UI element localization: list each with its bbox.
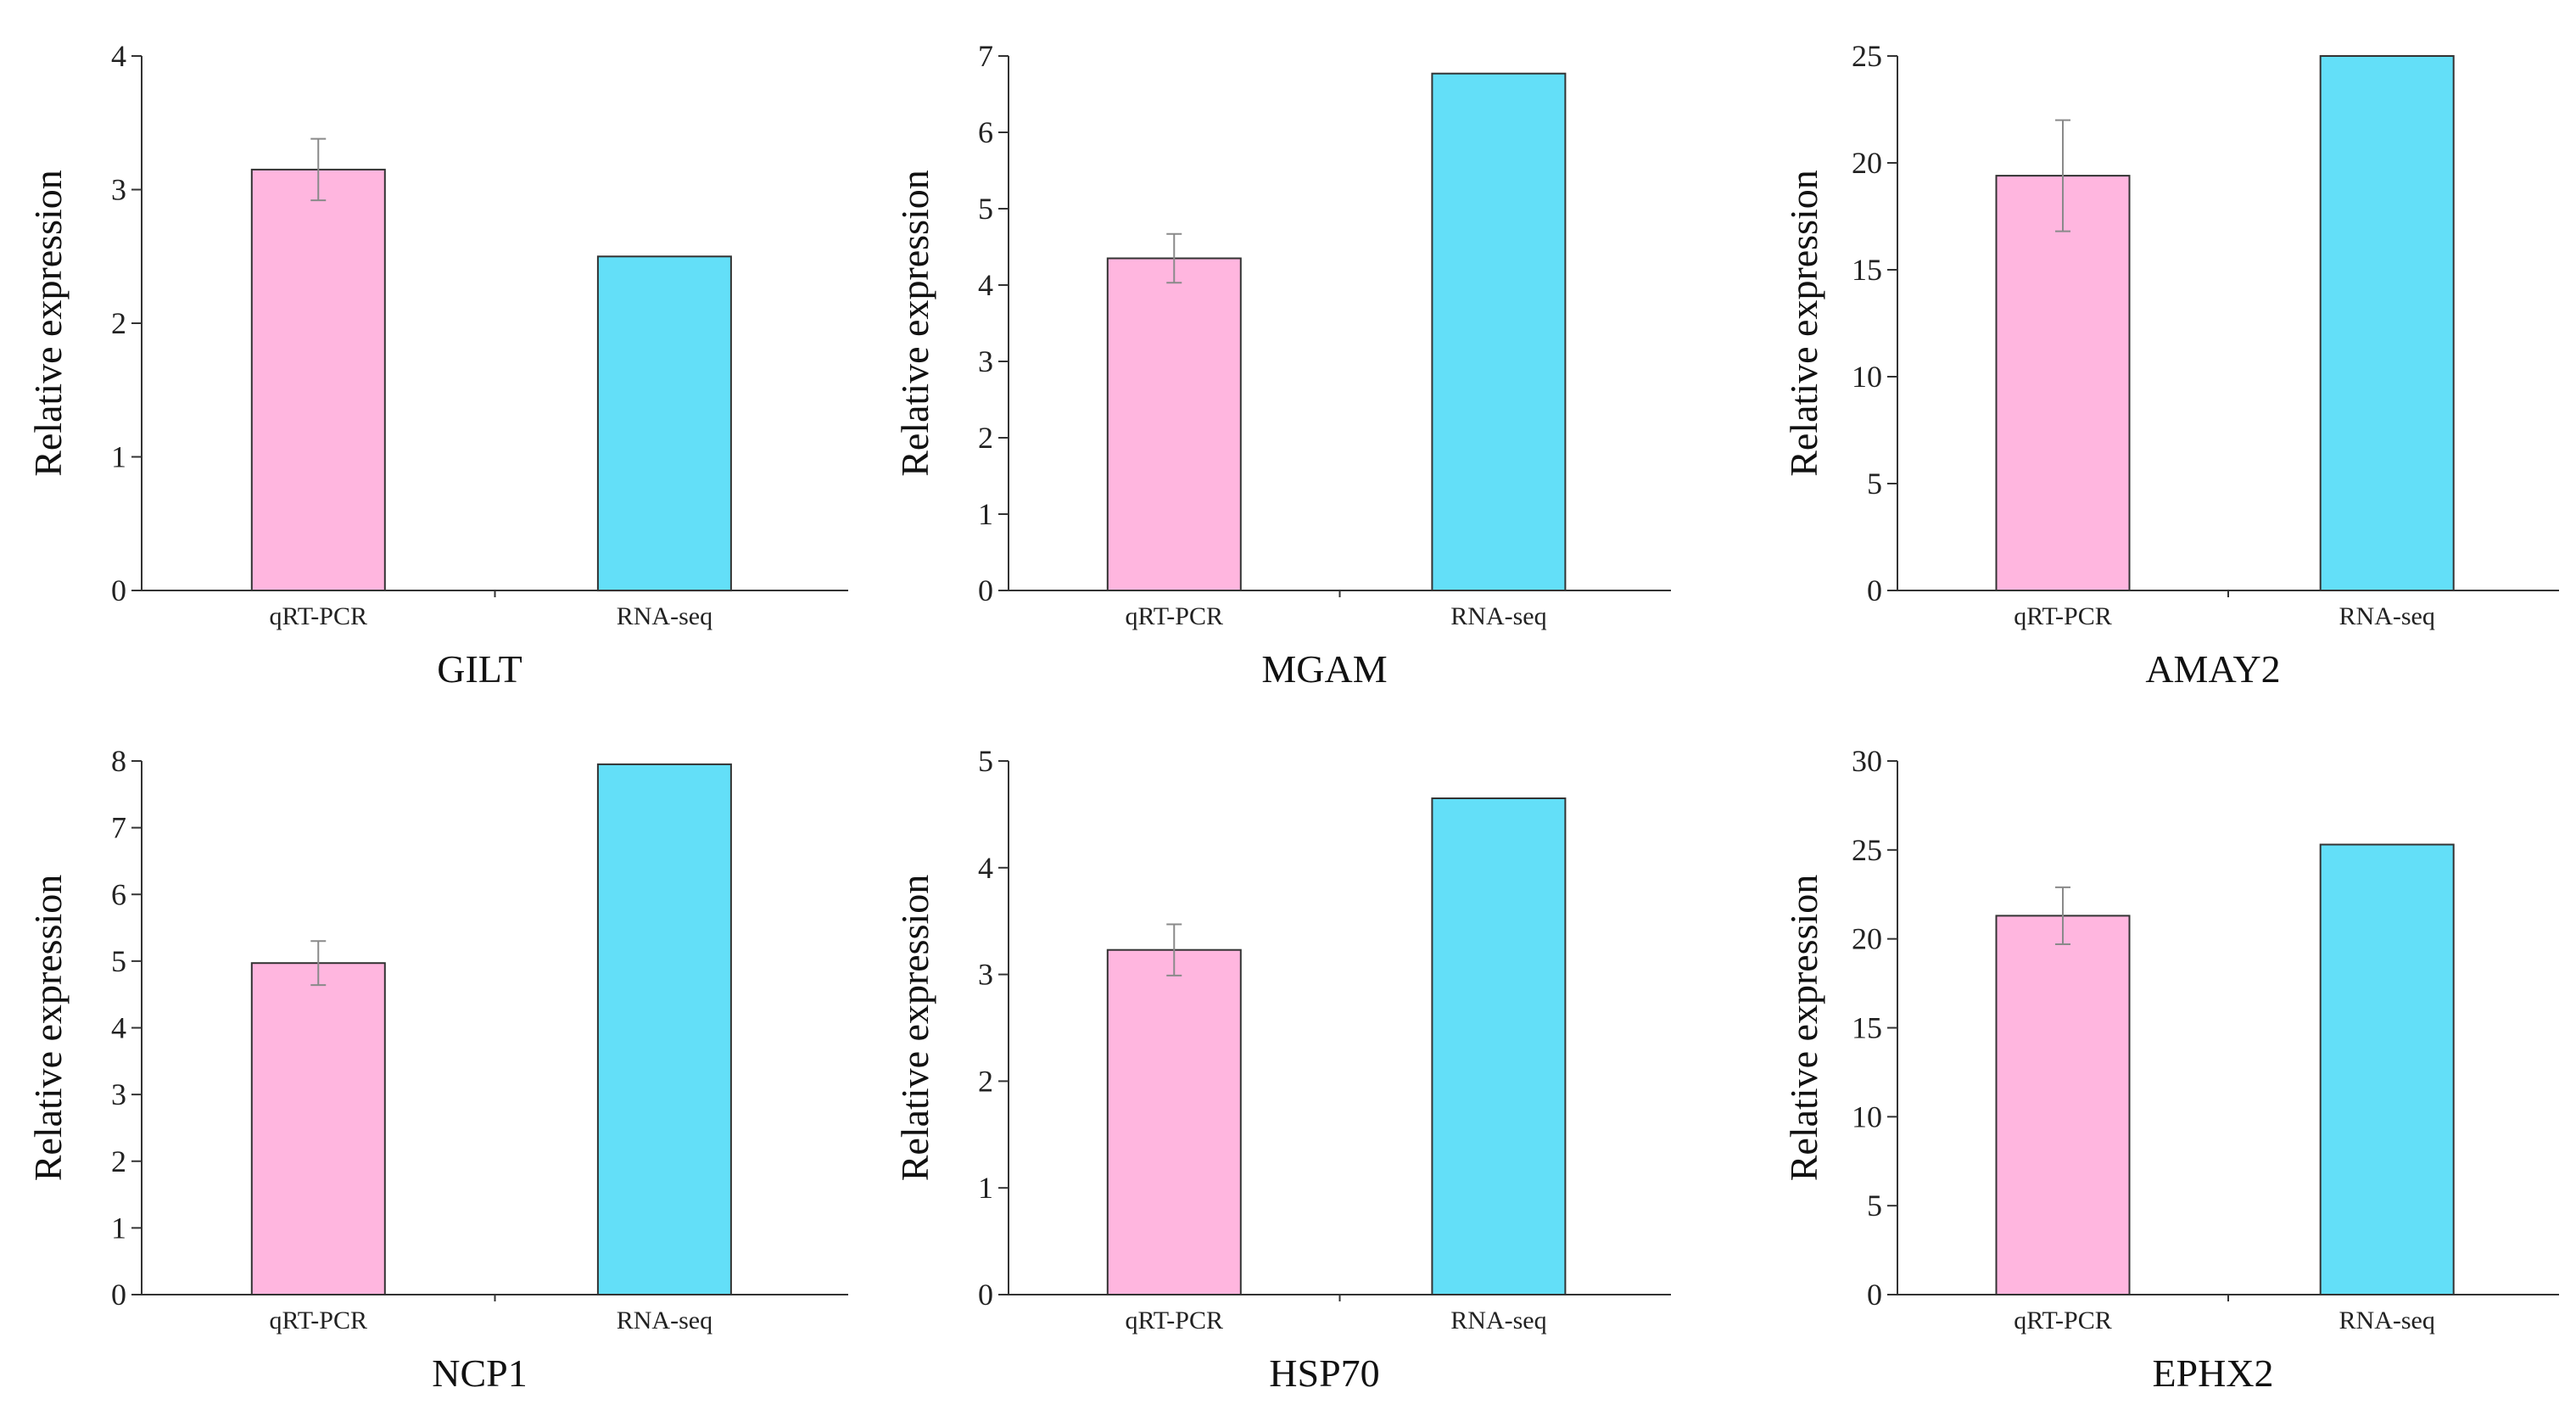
chart-panel-hsp70: 0 1 2 3 4 5 qRT-PCR RNA-seq Relative expression H… (893, 744, 1671, 1395)
y-tick-label: 0 (1867, 574, 1882, 607)
y-tick-label: 20 (1852, 146, 1882, 180)
x-tick-label: RNA-seq (1450, 1306, 1546, 1334)
y-tick-label: 6 (111, 877, 126, 911)
x-tick-label: qRT-PCR (2014, 602, 2111, 630)
y-tick-label: 25 (1852, 833, 1882, 867)
y-tick-label: 7 (978, 39, 993, 73)
y-axis-title: Relative expression (1782, 875, 1825, 1182)
bar-qrt-pcr (1106, 257, 1242, 591)
y-tick-label: 4 (111, 1011, 126, 1045)
y-tick-label: 15 (1852, 253, 1882, 287)
x-tick-label: RNA-seq (2339, 1306, 2435, 1334)
y-tick-label: 5 (111, 944, 126, 978)
y-tick-label: 2 (978, 1064, 993, 1098)
y-tick-label: 2 (111, 306, 126, 340)
error-bar (1166, 923, 1182, 976)
x-tick-label: RNA-seq (617, 602, 712, 630)
chart-title: EPHX2 (2152, 1351, 2273, 1395)
x-tick-label: qRT-PCR (270, 1306, 367, 1334)
chart-title: GILT (437, 647, 522, 691)
y-tick-label: 1 (978, 1171, 993, 1205)
bar-rna-seq (596, 255, 732, 592)
bar-rna-seq (1431, 797, 1567, 1295)
x-tick-label: RNA-seq (617, 1306, 712, 1334)
x-tick-label: qRT-PCR (1126, 1306, 1223, 1334)
y-axis-title: Relative expression (893, 170, 936, 477)
chart-panel-gilt: 0 1 2 3 4 qRT-PCR RNA-seq Relative expression GI… (26, 39, 848, 691)
x-tick-label: qRT-PCR (2014, 1306, 2111, 1334)
y-tick-label: 2 (111, 1144, 126, 1178)
y-tick-label: 0 (978, 1278, 993, 1312)
y-tick-label: 4 (111, 39, 126, 73)
x-tick-label: RNA-seq (1450, 602, 1546, 630)
bar-qrt-pcr (250, 168, 386, 591)
error-bar (310, 940, 327, 987)
y-tick-label: 3 (111, 173, 126, 207)
y-tick-label: 5 (978, 192, 993, 226)
x-tick-label: qRT-PCR (270, 602, 367, 630)
chart-panel-ephx2: 0 5 10 15 20 25 30 qRT-PCR RNA-seq Relative expre… (1782, 744, 2559, 1395)
y-tick-label: 15 (1852, 1011, 1882, 1045)
y-tick-label: 0 (1867, 1278, 1882, 1312)
y-axis-title: Relative expression (1782, 170, 1825, 477)
y-tick-label: 0 (111, 1278, 126, 1312)
bar-qrt-pcr (250, 962, 386, 1295)
error-bar (2055, 886, 2070, 945)
bar-rna-seq (1431, 72, 1567, 591)
chart-panel-ncp1: 0 1 2 3 4 5 6 7 8 qRT-PCR RNA-seq Relative expressi… (26, 744, 848, 1395)
y-tick-label: 5 (978, 744, 993, 778)
x-tick-label: qRT-PCR (1126, 602, 1223, 630)
y-tick-label: 2 (978, 421, 993, 455)
bar-qrt-pcr (1995, 175, 2131, 591)
error-bar (2055, 119, 2070, 232)
y-tick-label: 6 (978, 115, 993, 149)
y-tick-label: 7 (111, 811, 126, 845)
y-tick-label: 5 (1867, 1189, 1882, 1223)
y-tick-label: 25 (1852, 39, 1882, 73)
chart-title: AMAY2 (2145, 647, 2280, 691)
y-tick-label: 4 (978, 268, 993, 302)
y-tick-label: 20 (1852, 922, 1882, 956)
y-tick-label: 3 (978, 958, 993, 992)
y-tick-label: 1 (111, 440, 126, 474)
chart-panel-mgam: 0 1 2 3 4 5 6 7 qRT-PCR RNA-seq Relative expressio… (893, 39, 1671, 691)
chart-title: MGAM (1261, 647, 1387, 691)
y-axis-title: Relative expression (26, 875, 70, 1182)
bar-rna-seq (2319, 55, 2455, 591)
y-tick-label: 5 (1867, 467, 1882, 501)
y-tick-label: 3 (978, 344, 993, 378)
y-tick-label: 8 (111, 744, 126, 778)
y-tick-label: 10 (1852, 360, 1882, 394)
bar-qrt-pcr (1995, 915, 2131, 1296)
bar-rna-seq (2319, 843, 2455, 1295)
y-tick-label: 0 (111, 574, 126, 607)
bar-qrt-pcr (1106, 948, 1242, 1295)
y-tick-label: 10 (1852, 1099, 1882, 1133)
chart-title: HSP70 (1269, 1351, 1379, 1395)
bar-rna-seq (596, 763, 732, 1295)
y-tick-label: 4 (978, 851, 993, 885)
chart-title: NCP1 (432, 1351, 527, 1395)
x-tick-label: RNA-seq (2339, 602, 2435, 630)
error-bar (1166, 232, 1182, 284)
y-tick-label: 0 (978, 574, 993, 607)
y-axis-title: Relative expression (893, 875, 936, 1182)
y-axis-title: Relative expression (26, 170, 70, 477)
y-tick-label: 30 (1852, 744, 1882, 778)
y-tick-label: 3 (111, 1077, 126, 1111)
chart-panel-amay2: 0 5 10 15 20 25 qRT-PCR RNA-seq Relative express… (1782, 39, 2559, 691)
error-bar (310, 137, 327, 202)
y-tick-label: 1 (978, 497, 993, 531)
y-tick-label: 1 (111, 1211, 126, 1245)
